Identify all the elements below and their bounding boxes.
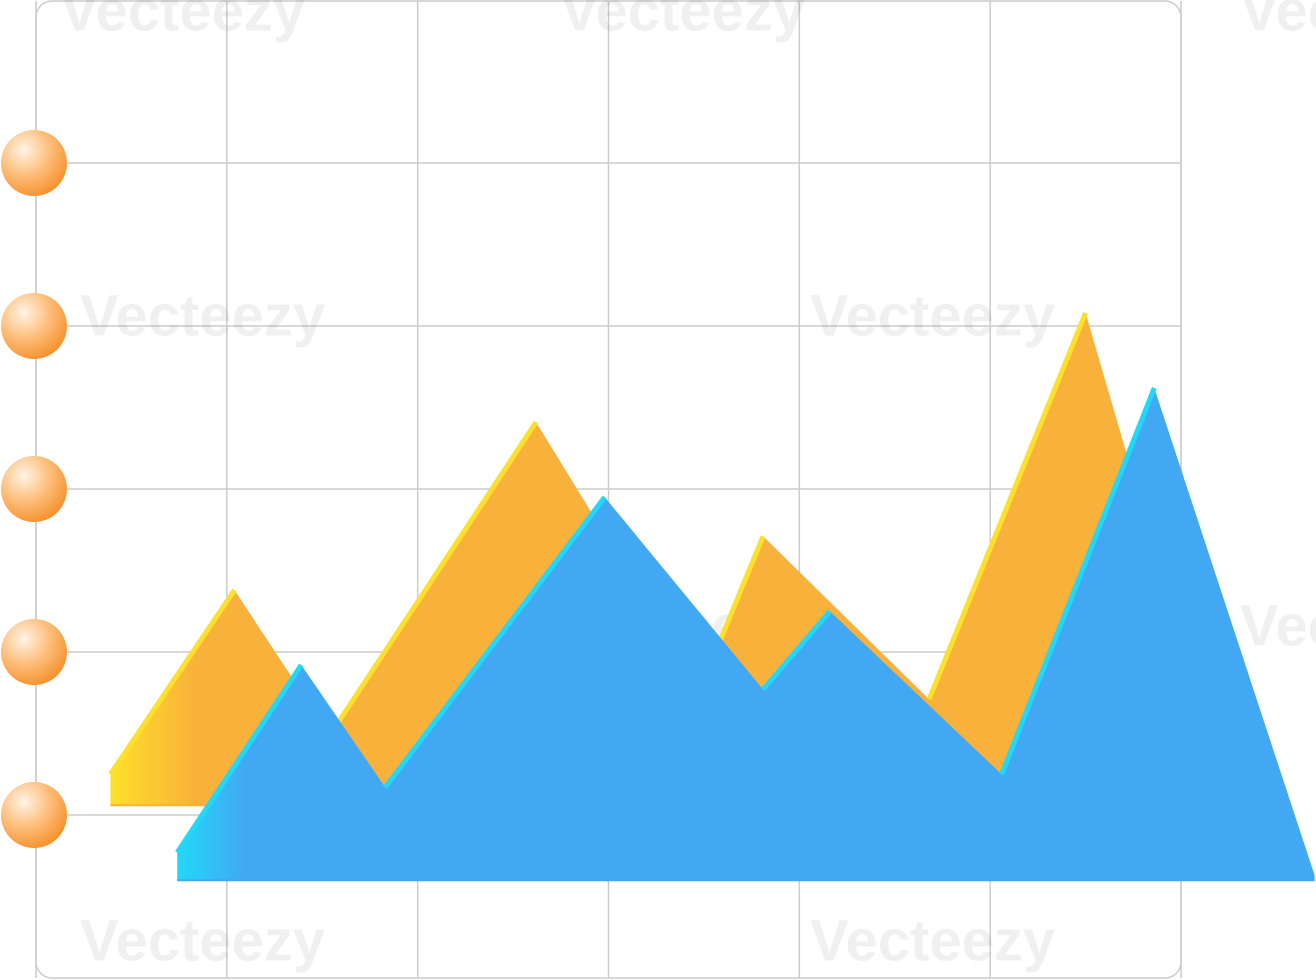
area — [110, 312, 1199, 806]
area-edge — [999, 387, 1157, 776]
area — [177, 387, 1315, 881]
marker-dot — [1, 782, 67, 848]
watermark: Vecteezy — [1240, 0, 1316, 43]
area-edge — [761, 609, 832, 692]
watermark: Vecteezy — [1240, 593, 1316, 658]
area-edge — [108, 588, 237, 776]
area-edge — [383, 495, 607, 789]
watermark: Vecteezy — [80, 283, 325, 348]
area-edge — [175, 663, 304, 854]
watermark: Vecteezy — [560, 0, 805, 43]
watermark: Vecteezy — [80, 908, 325, 973]
watermark: Vecteezy — [810, 908, 1055, 973]
watermark: Vecteezy — [810, 283, 1055, 348]
watermark: Vecteezy — [60, 0, 305, 43]
marker-dot — [1, 619, 67, 685]
marker-dot — [1, 293, 67, 359]
marker-dot — [1, 130, 67, 196]
marker-dot — [1, 456, 67, 522]
area-edge — [327, 420, 539, 737]
area-edge — [926, 312, 1088, 701]
